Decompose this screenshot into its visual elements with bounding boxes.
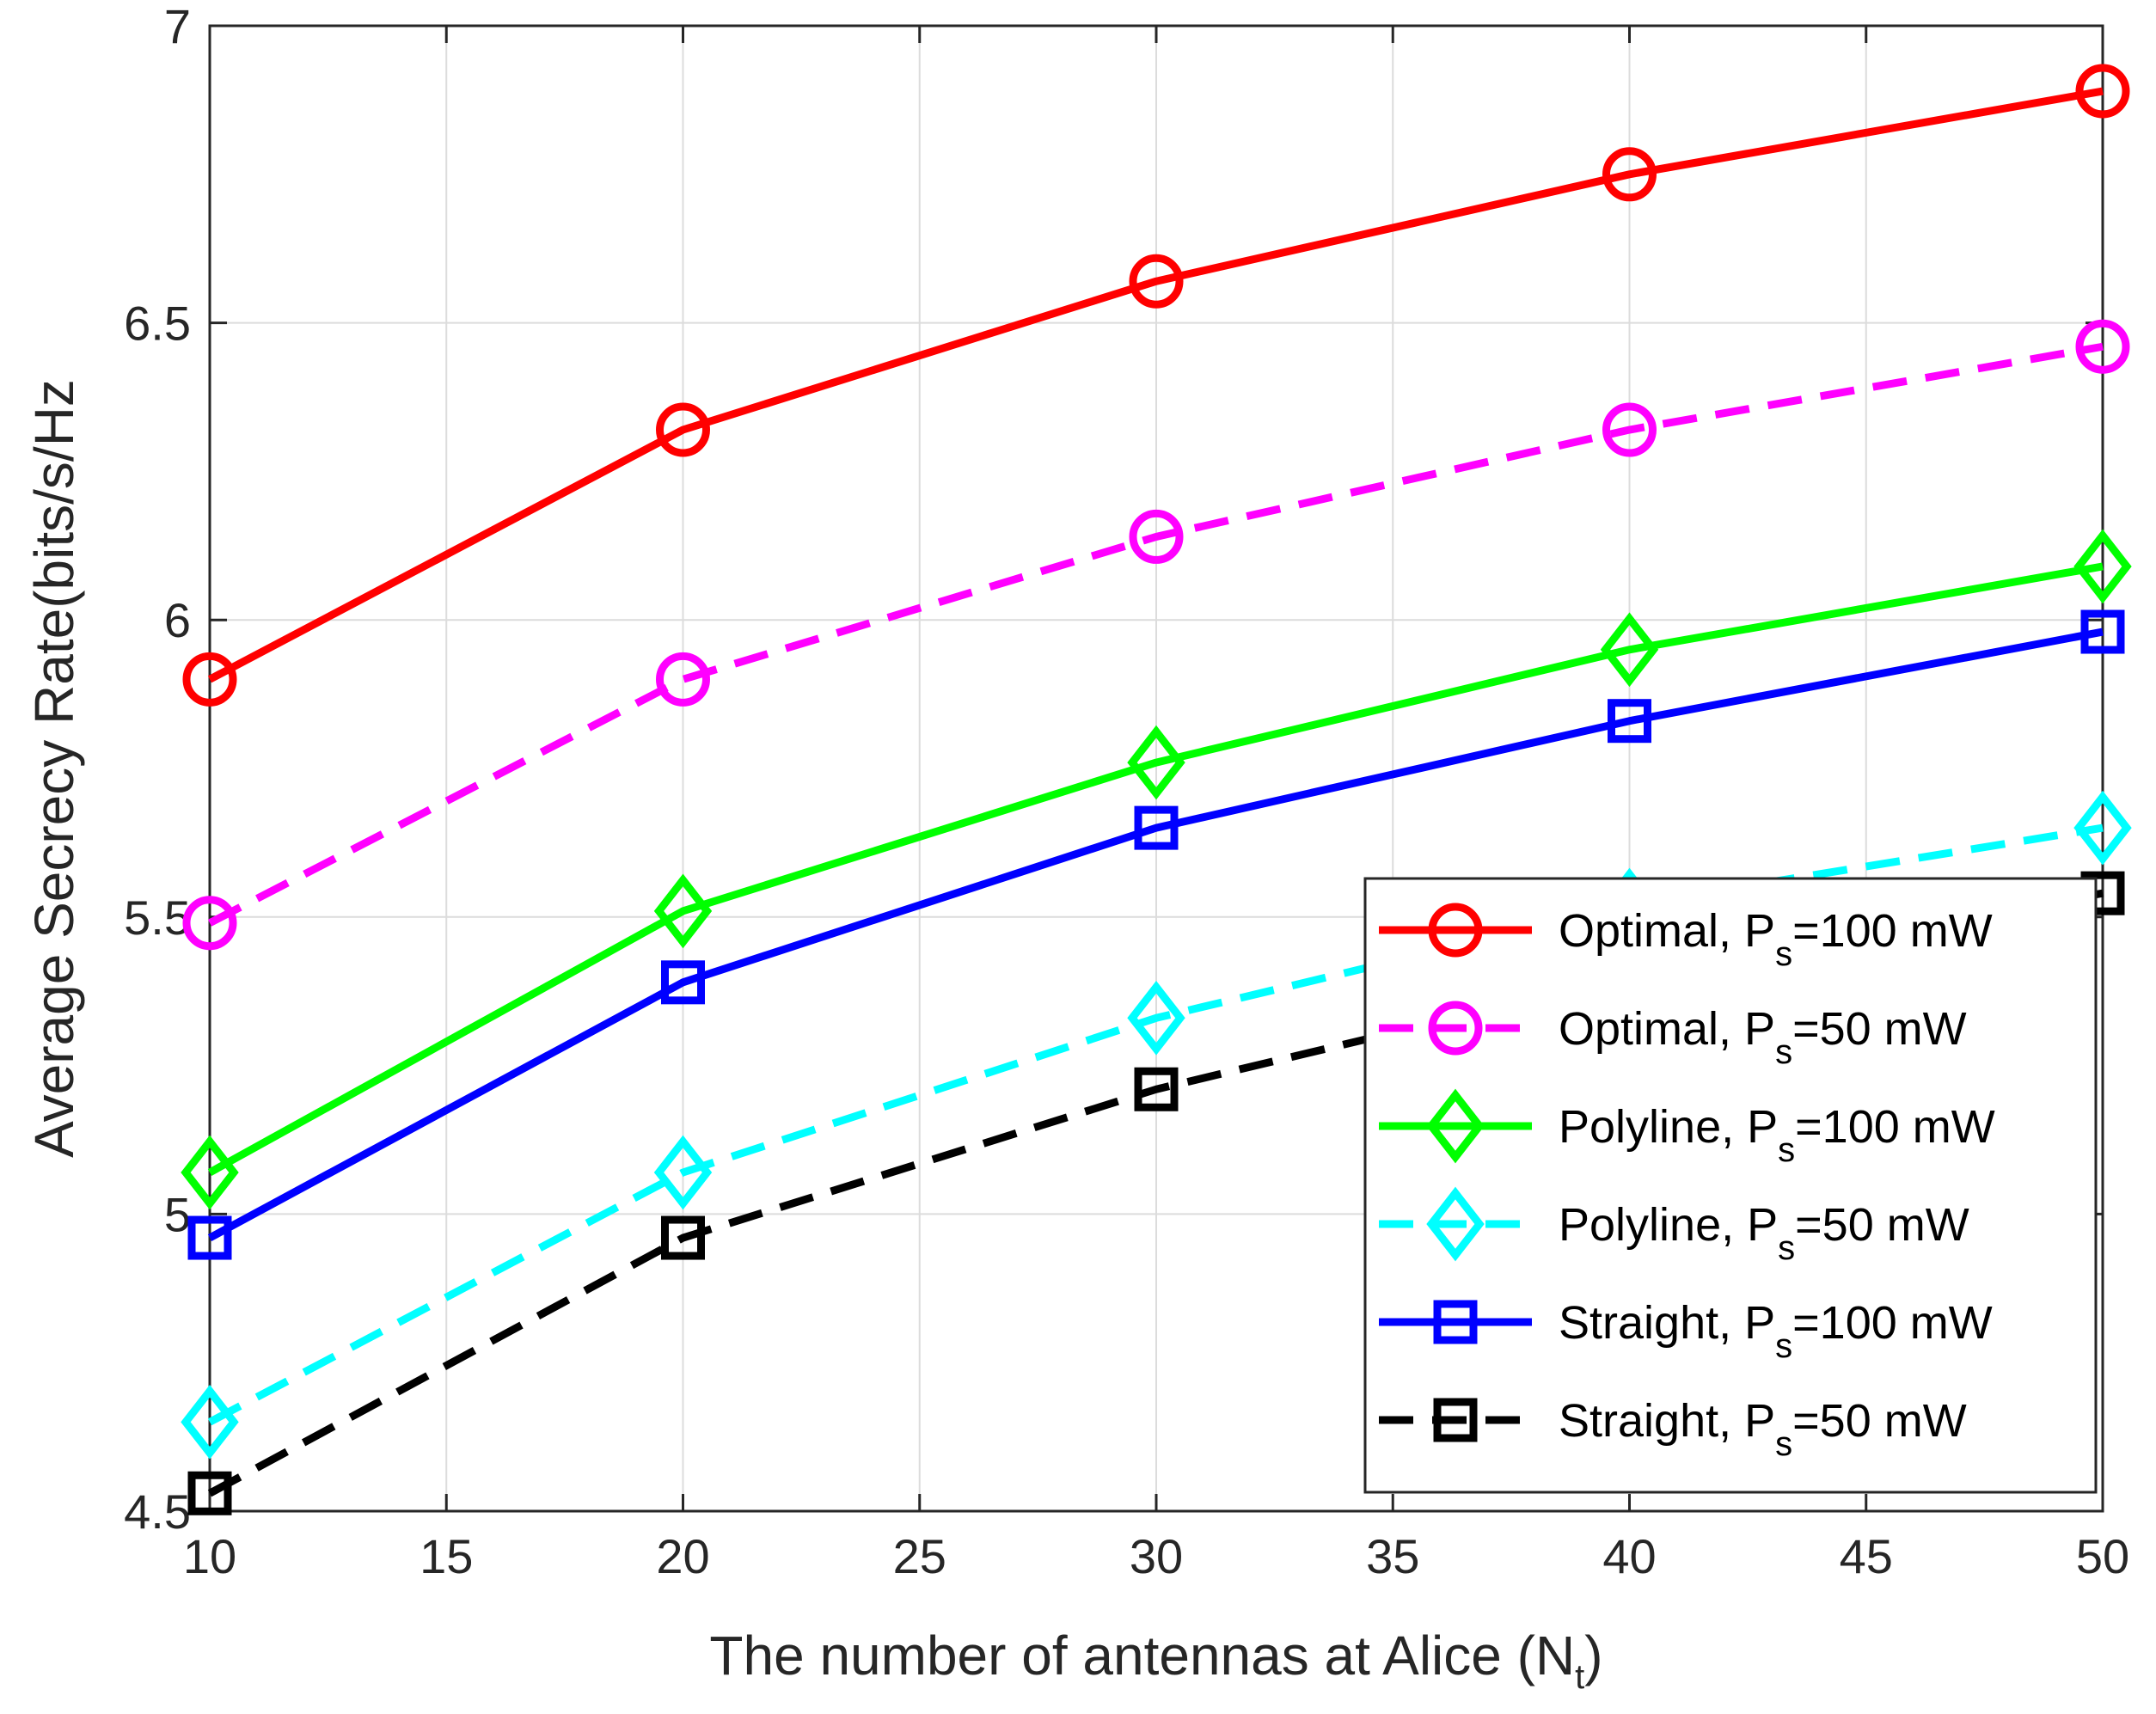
series-line-3 (207, 562, 2104, 1176)
data-point-marker (2075, 319, 2130, 374)
legend-marker (1433, 1300, 1478, 1344)
x-tick-label: 25 (893, 1529, 946, 1583)
legend-entry: Optimal, Ps=100 mW (1379, 903, 1993, 973)
data-point-marker (1134, 1067, 1179, 1111)
data-point-marker (1127, 725, 1185, 800)
data-point-marker (1608, 699, 1651, 744)
data-point-marker (181, 1135, 239, 1210)
data-point-marker (1129, 254, 1184, 309)
legend-label: Optimal, Ps=100 mW (1559, 905, 1993, 973)
data-point-marker (1129, 509, 1184, 564)
x-tick-label: 15 (420, 1529, 473, 1583)
y-tick-label: 5 (164, 1187, 191, 1241)
data-point-marker (187, 1215, 232, 1260)
series-line-5 (207, 627, 2104, 1242)
data-point-marker (2073, 529, 2132, 604)
legend: Optimal, Ps=100 mW Optimal, Ps=50 mW Polyl… (1363, 877, 2098, 1494)
x-tick-label: 35 (1366, 1529, 1419, 1583)
legend-entry: Straight, Ps=50 mW (1379, 1395, 1967, 1463)
x-axis-title: The number of antennas at Alice (Nt) (709, 1625, 1602, 1696)
x-tick-label: 40 (1602, 1529, 1656, 1583)
data-point-marker (661, 1215, 705, 1260)
legend-marker (1426, 1186, 1485, 1262)
x-tick-label: 10 (183, 1529, 236, 1583)
legend-label: Straight, Ps=50 mW (1559, 1395, 1967, 1463)
legend-marker (1428, 903, 1483, 958)
data-point-marker (2073, 790, 2132, 866)
y-tick-label: 6 (164, 593, 191, 647)
data-point-marker (1602, 147, 1657, 202)
data-point-marker (182, 896, 237, 951)
y-tick-label: 6.5 (124, 297, 191, 351)
data-point-marker (661, 960, 705, 1005)
axis-ticks: 10 15 20 25 30 35 40 45 50 4.5 5 5.5 6 6.5 7 (124, 0, 2129, 1583)
y-tick-label: 4.5 (124, 1484, 191, 1539)
x-tick-label: 20 (656, 1529, 709, 1583)
legend-marker (1433, 1398, 1478, 1442)
data-point-marker (2080, 609, 2125, 654)
x-tick-label: 45 (1840, 1529, 1893, 1583)
legend-entry: Optimal, Ps=50 mW (1379, 1001, 1967, 1071)
legend-box (1363, 877, 2098, 1494)
data-point-marker (1602, 402, 1657, 457)
data-point-marker (1600, 612, 1659, 688)
series-line-1 (207, 87, 2104, 683)
legend-entry: Polyline, Ps=50 mW (1379, 1186, 1969, 1267)
data-point-marker (181, 1384, 239, 1460)
data-point-marker (656, 402, 710, 457)
y-tick-label: 7 (164, 0, 191, 53)
data-point-marker (2075, 64, 2130, 119)
x-tick-label: 30 (1130, 1529, 1183, 1583)
legend-label: Polyline, Ps=100 mW (1559, 1101, 1995, 1169)
legend-entry: Polyline, Ps=100 mW (1379, 1088, 1995, 1169)
data-point-marker (1134, 805, 1179, 850)
x-tick-label: 50 (2076, 1529, 2129, 1583)
data-point-marker (187, 1471, 232, 1515)
y-axis-title: Average Secrecy Rate(bits/s/Hz (23, 379, 85, 1158)
data-point-marker (653, 1135, 713, 1210)
data-point-marker (1127, 980, 1185, 1056)
data-point-marker (653, 873, 713, 949)
legend-marker (1426, 1088, 1485, 1164)
data-point-marker (656, 652, 710, 707)
legend-label: Straight, Ps=100 mW (1559, 1297, 1993, 1365)
legend-marker (1428, 1001, 1483, 1056)
legend-entry: Straight, Ps=100 mW (1379, 1297, 1993, 1365)
legend-label: Polyline, Ps=50 mW (1559, 1199, 1969, 1267)
series-line-2 (207, 342, 2104, 927)
y-tick-label: 5.5 (124, 891, 191, 945)
legend-label: Optimal, Ps=50 mW (1559, 1003, 1967, 1071)
data-point-marker (182, 652, 237, 707)
